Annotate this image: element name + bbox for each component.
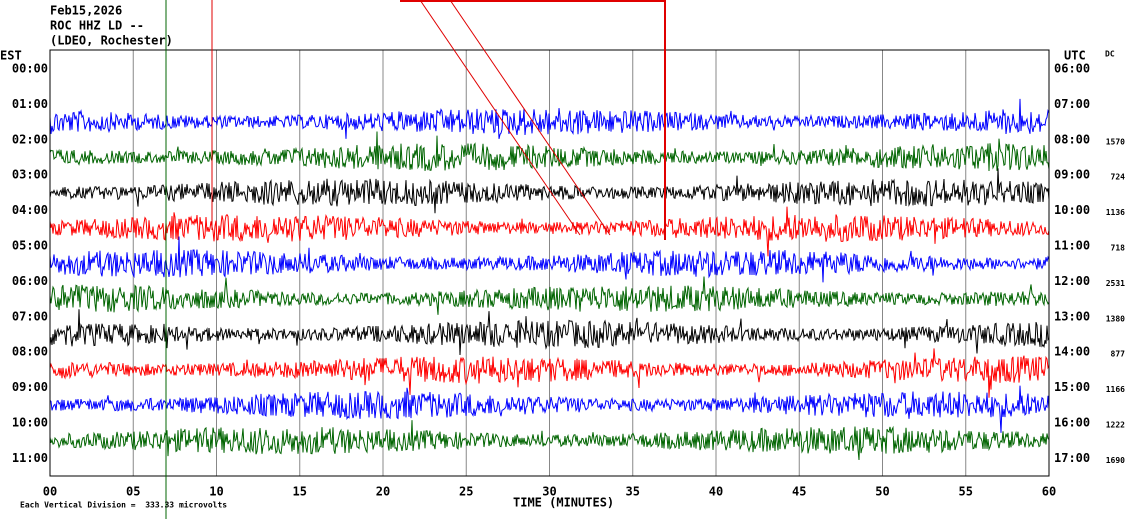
dc-label: 1570 (1106, 137, 1125, 146)
trace (49, 236, 1050, 283)
x-tick-label: 15 (293, 485, 307, 499)
utc-label: 14:00 (1054, 345, 1090, 359)
dc-label: 1690 (1106, 456, 1125, 465)
x-axis-title: TIME (MINUTES) (513, 496, 614, 510)
footer: Each Vertical Division = 333.33 microvol… (20, 500, 227, 510)
x-tick-label: 40 (709, 485, 723, 499)
utc-label: 10:00 (1054, 203, 1090, 217)
est-label: 08:00 (12, 345, 48, 359)
trace (49, 385, 1050, 433)
x-tick-label: 45 (792, 485, 806, 499)
right-axis-title: UTC (1064, 49, 1086, 63)
artifact-line (419, 0, 581, 236)
est-label: 11:00 (12, 451, 48, 465)
utc-label: 17:00 (1054, 451, 1090, 465)
trace (49, 309, 1050, 356)
x-tick-label: 50 (875, 485, 889, 499)
dc-label: 724 (1111, 173, 1126, 182)
est-label: 02:00 (12, 132, 48, 146)
est-label: 00:00 (12, 62, 48, 76)
dc-title: DC (1105, 50, 1115, 59)
trace (49, 420, 1050, 461)
x-tick-label: 10 (209, 485, 223, 499)
est-label: 05:00 (12, 239, 48, 253)
est-label: 07:00 (12, 309, 48, 323)
dc-label: 1166 (1106, 385, 1125, 394)
x-tick-label: 30 (542, 485, 556, 499)
x-tick-label: 25 (459, 485, 473, 499)
x-tick-label: 00 (43, 485, 57, 499)
utc-label: 08:00 (1054, 132, 1090, 146)
est-label: 06:00 (12, 274, 48, 288)
utc-label: 13:00 (1054, 309, 1090, 323)
trace (49, 348, 1050, 398)
date: Feb15,2026 (50, 4, 122, 18)
trace (49, 206, 1050, 257)
traces (49, 98, 1050, 461)
utc-label: 11:00 (1054, 239, 1090, 253)
trace (49, 98, 1050, 140)
labels: 00 05 10 15 20 25 30 35 40 45 50 55 60 00:00 06:00 01:0… (12, 62, 1125, 499)
x-tick-label: 20 (376, 485, 390, 499)
est-label: 04:00 (12, 203, 48, 217)
dc-label: 1222 (1106, 421, 1125, 430)
plot-frame (49, 49, 1050, 477)
station: ROC HHZ LD -- (50, 19, 144, 33)
trace (49, 131, 1050, 172)
x-tick-label: 05 (126, 485, 140, 499)
network: (LDEO, Rochester) (50, 34, 173, 48)
dc-label: 877 (1111, 350, 1126, 359)
dc-label: 1136 (1106, 208, 1125, 217)
utc-label: 16:00 (1054, 416, 1090, 430)
artifact-line (449, 0, 611, 236)
utc-label: 12:00 (1054, 274, 1090, 288)
left-axis-title: EST (0, 49, 22, 63)
dc-label: 1380 (1106, 314, 1125, 323)
est-label: 01:00 (12, 97, 48, 111)
dc-label: 718 (1111, 244, 1126, 253)
x-tick-label: 55 (959, 485, 973, 499)
est-label: 10:00 (12, 416, 48, 430)
est-label: 03:00 (12, 168, 48, 182)
trace (49, 276, 1050, 315)
utc-label: 07:00 (1054, 97, 1090, 111)
est-label: 09:00 (12, 380, 48, 394)
utc-label: 09:00 (1054, 168, 1090, 182)
x-tick-label: 60 (1042, 485, 1056, 499)
utc-label: 15:00 (1054, 380, 1090, 394)
x-tick-label: 35 (626, 485, 640, 499)
utc-label: 06:00 (1054, 62, 1090, 76)
dc-label: 2531 (1106, 279, 1125, 288)
